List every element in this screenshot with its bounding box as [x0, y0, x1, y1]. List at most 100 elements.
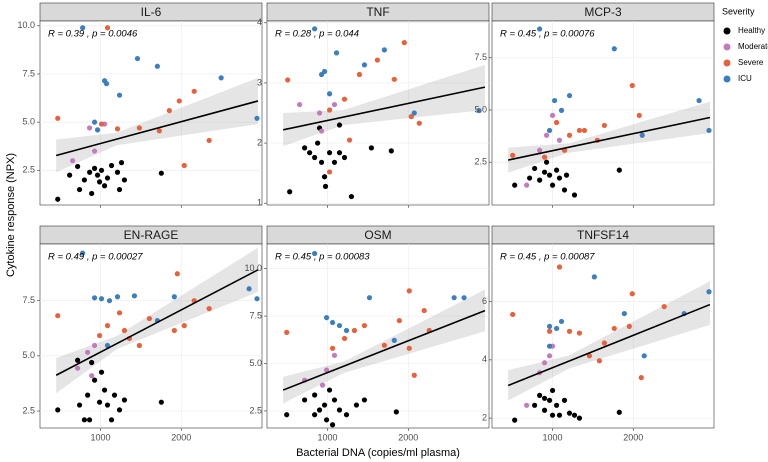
x-tick-label: 1000: [543, 432, 563, 442]
point: [331, 397, 338, 403]
point: [284, 412, 290, 418]
panel-bg: [266, 243, 490, 429]
point: [601, 340, 607, 346]
point: [696, 97, 702, 104]
point: [166, 107, 172, 114]
y-tick-label: 2.5: [249, 405, 262, 415]
point: [89, 190, 95, 197]
point: [91, 377, 98, 383]
point: [556, 175, 563, 181]
point: [116, 310, 123, 316]
point: [322, 183, 329, 189]
point: [80, 250, 86, 256]
point: [333, 50, 340, 56]
point: [326, 169, 333, 175]
point: [319, 382, 326, 388]
trend-line: [55, 100, 259, 157]
point: [629, 82, 635, 89]
panel-bg: [491, 20, 715, 206]
point: [543, 159, 550, 165]
y-tick-label: 7.5: [249, 310, 262, 320]
point: [206, 137, 212, 144]
point: [101, 387, 108, 393]
point: [546, 172, 553, 178]
y-tick-label: 4: [257, 17, 262, 27]
point: [541, 395, 548, 401]
point: [406, 288, 412, 294]
point: [336, 322, 343, 329]
point: [136, 342, 142, 349]
point: [553, 119, 560, 126]
y-tick-label: 5.0: [22, 117, 35, 127]
y-tick-label: 2: [482, 412, 487, 422]
point: [549, 112, 556, 119]
point: [706, 289, 712, 295]
y-tick-label: 5.0: [474, 104, 487, 114]
panel-title: EN-RAGE: [124, 228, 179, 242]
point: [408, 114, 414, 120]
point: [246, 286, 252, 292]
point: [621, 310, 627, 317]
point: [406, 345, 412, 351]
point: [86, 125, 93, 131]
point: [626, 323, 632, 329]
point: [331, 159, 338, 165]
point: [581, 127, 588, 134]
point: [541, 154, 548, 160]
point: [121, 327, 128, 334]
point: [307, 150, 313, 156]
point: [341, 154, 348, 161]
point: [546, 323, 553, 329]
annotation: R = 0.39 , p = 0.0046: [48, 29, 138, 40]
y-tick-label: 6: [482, 296, 487, 306]
point: [98, 167, 105, 173]
point: [549, 182, 556, 188]
point: [89, 373, 95, 379]
point: [218, 75, 224, 81]
point: [639, 132, 645, 138]
point: [512, 182, 518, 188]
point: [611, 46, 617, 52]
point: [94, 172, 101, 178]
point: [98, 369, 105, 375]
x-tick-label: 1000: [318, 432, 338, 442]
point: [706, 127, 712, 134]
point: [96, 399, 103, 405]
trend-line: [282, 309, 486, 391]
y-tick-label: 5.0: [249, 358, 262, 368]
point: [134, 55, 141, 62]
point: [114, 294, 121, 300]
point: [532, 402, 538, 408]
point: [616, 167, 622, 173]
point: [318, 128, 325, 134]
point: [346, 137, 353, 143]
point: [558, 318, 565, 325]
point: [326, 387, 333, 393]
point: [586, 353, 593, 359]
legend-title: Severity: [722, 6, 755, 16]
point: [553, 402, 560, 408]
point: [104, 25, 111, 31]
point: [341, 96, 348, 102]
point: [121, 397, 128, 403]
point: [101, 183, 108, 189]
point: [284, 329, 290, 335]
point: [527, 175, 533, 181]
point: [641, 353, 647, 359]
point: [171, 294, 177, 300]
point: [416, 120, 422, 126]
point: [541, 169, 548, 175]
point: [331, 352, 338, 358]
legend-label: Healthy: [738, 26, 765, 35]
point: [551, 97, 558, 104]
point: [543, 132, 550, 138]
point: [366, 295, 373, 301]
point: [563, 172, 570, 178]
point: [181, 323, 187, 329]
point: [629, 291, 635, 297]
point: [70, 158, 76, 164]
legend-marker: [723, 43, 731, 51]
point: [315, 140, 321, 146]
point: [356, 71, 363, 78]
point: [321, 68, 328, 75]
